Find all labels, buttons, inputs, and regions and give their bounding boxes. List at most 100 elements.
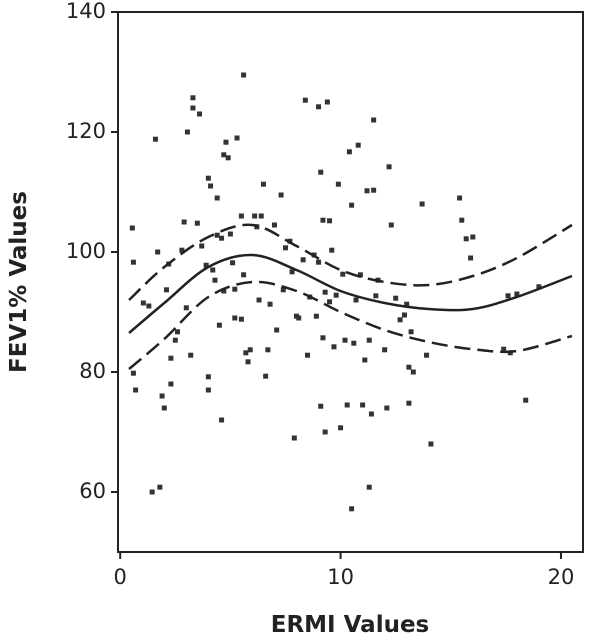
point — [267, 301, 273, 307]
x-tick-label: 20 — [548, 565, 575, 589]
point — [331, 344, 337, 350]
point — [320, 217, 326, 223]
point — [364, 188, 370, 194]
point — [190, 95, 196, 101]
point — [333, 292, 339, 298]
point — [324, 99, 330, 105]
point — [353, 297, 359, 303]
point — [168, 355, 174, 361]
point — [313, 313, 319, 319]
point — [397, 317, 403, 323]
point — [238, 213, 244, 219]
point — [146, 303, 152, 309]
point — [291, 435, 297, 441]
point — [404, 301, 410, 307]
point — [152, 136, 158, 142]
point — [382, 347, 388, 353]
point — [360, 402, 366, 408]
point — [278, 192, 284, 198]
confidence-band — [128, 280, 573, 370]
point — [274, 327, 280, 333]
point — [155, 249, 161, 255]
point — [322, 429, 328, 435]
point — [221, 288, 227, 294]
point — [161, 405, 167, 411]
y-tick-label: 100 — [66, 239, 106, 263]
point — [225, 155, 231, 161]
y-tick-label: 60 — [79, 479, 106, 503]
point — [252, 213, 258, 219]
point — [371, 117, 377, 123]
point — [371, 187, 377, 193]
point — [346, 149, 352, 155]
point — [327, 218, 333, 224]
point — [260, 181, 266, 187]
fit-line — [128, 253, 573, 334]
point — [130, 259, 136, 265]
point — [302, 97, 308, 103]
point — [289, 269, 295, 275]
point — [133, 387, 139, 393]
y-axis-title: FEV1% Values — [6, 191, 32, 373]
point — [163, 287, 169, 293]
point — [463, 236, 469, 242]
point — [227, 231, 233, 237]
x-axis-title: ERMI Values — [271, 612, 429, 638]
point — [184, 129, 190, 135]
point — [140, 300, 146, 306]
point — [342, 337, 348, 343]
point — [199, 243, 205, 249]
point — [424, 352, 430, 358]
point — [408, 329, 414, 335]
point — [296, 315, 302, 321]
point — [329, 247, 335, 253]
point — [159, 393, 165, 399]
point — [241, 72, 247, 78]
point — [221, 152, 227, 158]
point — [271, 222, 277, 228]
point — [536, 284, 542, 290]
point — [263, 373, 269, 379]
point — [203, 262, 209, 268]
point — [223, 139, 229, 145]
point — [410, 369, 416, 375]
point — [318, 169, 324, 175]
point — [282, 245, 288, 251]
plot-frame — [117, 11, 584, 553]
point — [219, 417, 225, 423]
point — [406, 400, 412, 406]
point — [188, 352, 194, 358]
point — [238, 316, 244, 322]
point — [265, 347, 271, 353]
point — [406, 364, 412, 370]
point — [386, 164, 392, 170]
point — [468, 255, 474, 261]
point — [130, 370, 136, 376]
point — [197, 111, 203, 117]
point — [514, 291, 520, 297]
point — [214, 232, 220, 238]
point — [366, 337, 372, 343]
point — [190, 105, 196, 111]
point — [157, 484, 163, 490]
confidence-band — [128, 223, 573, 301]
point — [501, 346, 507, 352]
point — [149, 489, 155, 495]
y-tick-label: 120 — [66, 119, 106, 143]
point — [373, 293, 379, 299]
point — [181, 219, 187, 225]
point — [388, 222, 394, 228]
point — [384, 405, 390, 411]
point — [393, 295, 399, 301]
x-tick-label: 0 — [114, 565, 127, 589]
point — [212, 277, 218, 283]
point — [316, 259, 322, 265]
point — [179, 247, 185, 253]
point — [316, 104, 322, 110]
point — [300, 257, 306, 263]
point — [428, 441, 434, 447]
point — [318, 403, 324, 409]
point — [362, 357, 368, 363]
point — [214, 195, 220, 201]
